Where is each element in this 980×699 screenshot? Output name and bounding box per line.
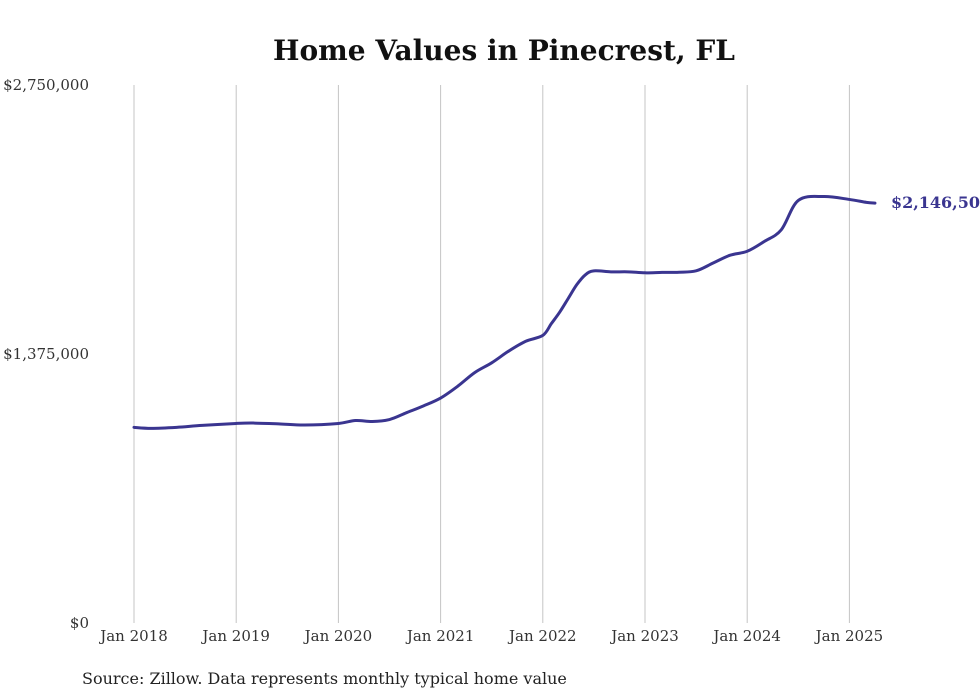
x-axis-ticks: Jan 2018 Jan 2019 Jan 2020 Jan 2021 Jan 2022… (98, 627, 883, 645)
x-tick-label: Jan 2025 (814, 627, 884, 645)
x-tick-label: Jan 2024 (711, 627, 781, 645)
source-note: Source: Zillow. Data represents monthly … (82, 669, 567, 688)
x-tick-label: Jan 2019 (200, 627, 270, 645)
y-axis-ticks: $2,750,000 $1,375,000 $0 (3, 76, 89, 632)
series-line-home-value (132, 194, 877, 430)
y-tick-label: $1,375,000 (3, 345, 89, 363)
y-tick-label: $2,750,000 (3, 76, 89, 94)
x-tick-label: Jan 2020 (303, 627, 373, 645)
x-tick-label: Jan 2018 (98, 627, 168, 645)
x-tick-label: Jan 2022 (507, 627, 577, 645)
y-tick-label: $0 (70, 614, 89, 632)
end-value-label: $2,146,500 (891, 193, 980, 212)
x-tick-label: Jan 2021 (405, 627, 475, 645)
x-tick-label: Jan 2023 (609, 627, 679, 645)
gridlines (133, 85, 850, 623)
chart-title: Home Values in Pinecrest, FL (273, 34, 735, 67)
